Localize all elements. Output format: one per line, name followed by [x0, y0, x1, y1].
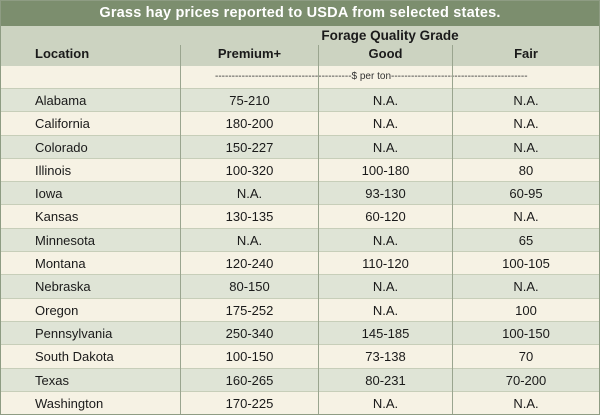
column-divider [318, 45, 319, 414]
cell-good: N.A. [372, 93, 399, 108]
cell-good: N.A. [372, 279, 399, 295]
cell-location: Montana [35, 256, 86, 272]
table-row: California 180-200 N.A. N.A. [1, 111, 599, 135]
cell-location: California [35, 116, 90, 132]
cell-fair: N.A. [513, 93, 539, 108]
cell-good: N.A. [372, 139, 399, 155]
table-row: Iowa N.A. 93-130 60-95 [1, 181, 599, 205]
cell-fair: N.A. [513, 395, 539, 411]
cell-fair: 100-105 [502, 256, 550, 272]
cell-fair: N.A. [513, 139, 539, 155]
cell-fair: 100 [515, 302, 537, 318]
table-row: Nebraska 80-150 N.A. N.A. [1, 274, 599, 298]
cell-good: 80-231 [365, 372, 406, 388]
table-row: Oregon 175-252 N.A. 100 [1, 297, 599, 321]
column-header-premium: Premium+ [217, 46, 282, 61]
cell-fair: 100-150 [502, 325, 550, 341]
cell-premium: 100-320 [225, 162, 274, 178]
cell-premium: N.A. [236, 186, 263, 202]
cell-good: N.A. [372, 395, 399, 411]
cell-location: South Dakota [35, 349, 114, 365]
cell-fair: N.A. [513, 279, 539, 295]
cell-premium: 100-150 [225, 349, 274, 365]
cell-premium: 180-200 [225, 116, 274, 132]
group-header-forage-quality: Forage Quality Grade [321, 28, 459, 43]
table-row: Colorado 150-227 N.A. N.A. [1, 134, 599, 158]
column-header-good: Good [368, 46, 403, 61]
cell-good: 73-138 [365, 349, 406, 365]
cell-location: Illinois [35, 162, 72, 178]
cell-premium: 120-240 [225, 256, 274, 272]
cell-fair: 80 [518, 162, 534, 178]
cell-fair: N.A. [513, 209, 539, 225]
column-divider [452, 45, 453, 414]
cell-premium: 170-225 [225, 395, 274, 411]
table-row: Pennsylvania 250-340 145-185 100-150 [1, 320, 599, 345]
cell-premium: 250-340 [225, 325, 274, 341]
cell-location: Pennsylvania [35, 325, 113, 341]
cell-premium: 80-150 [229, 279, 270, 295]
table-row: Alabama 75-210 N.A. N.A. [1, 88, 599, 112]
cell-premium: 130-135 [225, 209, 274, 225]
cell-location: Alabama [35, 93, 87, 108]
cell-location: Oregon [35, 302, 79, 318]
table-body: Alabama 75-210 N.A. N.A. California 180-200 N.… [1, 88, 599, 414]
table-title: Grass hay prices reported to USDA from s… [1, 1, 599, 26]
cell-fair: 70-200 [505, 372, 547, 388]
units-label: ----------------------------------------… [215, 71, 528, 82]
cell-fair: 65 [518, 232, 534, 248]
table-header: Forage Quality Grade Location Premium+ G… [1, 26, 599, 66]
cell-premium: 150-227 [225, 139, 274, 155]
cell-good: 60-120 [365, 209, 406, 225]
cell-good: 110-120 [362, 256, 409, 272]
cell-premium: 160-265 [225, 372, 274, 388]
units-row: ----------------------------------------… [1, 66, 599, 88]
table-row: South Dakota 100-150 73-138 70 [1, 344, 599, 368]
cell-location: Texas [35, 372, 69, 388]
cell-good: 145-185 [361, 325, 410, 341]
cell-location: Colorado [35, 139, 88, 155]
table-row: Washington 170-225 N.A. N.A. [1, 390, 599, 414]
table-row: Illinois 100-320 100-180 80 [1, 157, 599, 182]
cell-good: N.A. [372, 232, 399, 248]
cell-premium: 75-210 [229, 93, 270, 108]
table-row: Montana 120-240 110-120 100-105 [1, 251, 599, 275]
column-header-location: Location [35, 46, 90, 61]
cell-location: Nebraska [35, 279, 91, 295]
cell-premium: N.A. [236, 232, 263, 248]
cell-location: Kansas [35, 209, 79, 225]
cell-fair: 60-95 [509, 186, 543, 202]
table-row: Kansas 130-135 60-120 N.A. [1, 204, 599, 228]
cell-location: Minnesota [35, 232, 95, 248]
cell-fair: N.A. [513, 116, 539, 132]
cell-location: Washington [35, 395, 104, 411]
column-divider [180, 45, 181, 414]
cell-good: N.A. [372, 302, 399, 318]
cell-premium: 175-252 [225, 302, 274, 318]
column-header-fair: Fair [514, 46, 538, 61]
cell-location: Iowa [35, 186, 63, 202]
cell-fair: 70 [518, 349, 534, 365]
cell-good: 93-130 [365, 186, 406, 202]
table-row: Minnesota N.A. N.A. 65 [1, 227, 599, 252]
cell-good: 100-180 [361, 162, 410, 178]
table-row: Texas 160-265 80-231 70-200 [1, 367, 599, 391]
cell-good: N.A. [372, 116, 399, 132]
